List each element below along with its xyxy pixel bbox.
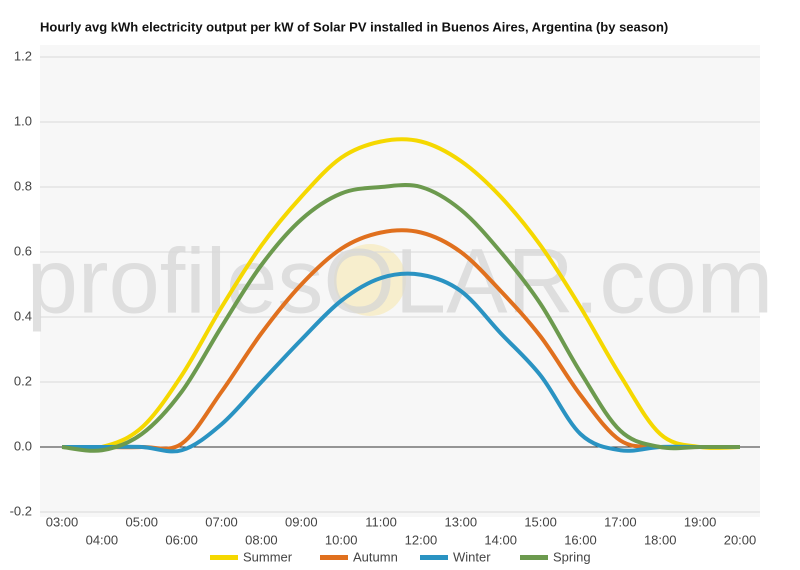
legend-swatch	[320, 555, 348, 560]
watermark-sun	[334, 244, 406, 316]
x-tick-label: 03:00	[46, 514, 79, 529]
x-tick-label: 19:00	[684, 514, 717, 529]
y-tick-label: 0.0	[14, 438, 32, 453]
y-tick-label: 1.0	[14, 113, 32, 128]
legend-swatch	[210, 555, 238, 560]
legend-label: Spring	[553, 549, 591, 564]
x-tick-label: 11:00	[365, 514, 397, 529]
series-line	[62, 271, 740, 454]
x-tick-label: 06:00	[165, 532, 198, 547]
watermark: profilesOLAR.com	[27, 230, 773, 332]
series-line	[61, 183, 740, 453]
x-tick-label: 17:00	[604, 514, 637, 529]
y-tick-label: 1.2	[14, 48, 32, 63]
legend-swatch	[420, 555, 448, 560]
x-tick-label: 14:00	[484, 532, 517, 547]
y-tick-label: 0.2	[14, 373, 32, 388]
x-tick-label: 05:00	[125, 514, 158, 529]
legend-swatch	[520, 555, 548, 560]
x-tick-label: 16:00	[564, 532, 597, 547]
x-tick-label: 13:00	[445, 514, 478, 529]
x-tick-label: 07:00	[205, 514, 238, 529]
x-tick-label: 12:00	[405, 532, 438, 547]
legend-label: Autumn	[353, 549, 398, 564]
x-tick-label: 04:00	[86, 532, 119, 547]
watermark-group: profilesOLAR.com	[27, 230, 773, 332]
y-tick-label: 0.4	[14, 308, 32, 323]
x-tick-label: 09:00	[285, 514, 318, 529]
series-line	[62, 228, 740, 451]
series-line	[61, 137, 741, 451]
legend-label: Winter	[453, 549, 491, 564]
chart-title: Hourly avg kWh electricity output per kW…	[40, 19, 668, 34]
x-tick-label: 10:00	[325, 532, 358, 547]
y-tick-label: 0.8	[14, 178, 32, 193]
x-tick-label: 15:00	[524, 514, 557, 529]
x-tick-label: 18:00	[644, 532, 677, 547]
y-tick-label: -0.2	[10, 503, 32, 518]
x-tick-label: 20:00	[724, 532, 757, 547]
x-tick-label: 08:00	[245, 532, 278, 547]
legend-label: Summer	[243, 549, 293, 564]
y-tick-label: 0.6	[14, 243, 32, 258]
